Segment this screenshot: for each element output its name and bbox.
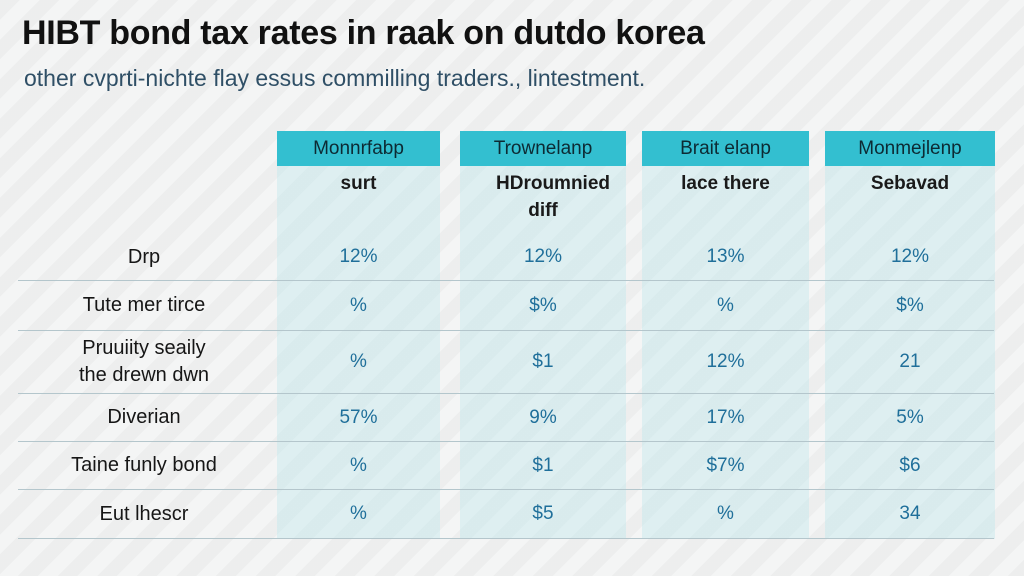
- table-cell: $5: [532, 503, 554, 524]
- table-cell: $6: [899, 454, 921, 476]
- column-band-4: [825, 131, 995, 539]
- row-divider: [18, 280, 994, 281]
- column-band-1: [277, 131, 440, 539]
- row-divider: [18, 538, 994, 539]
- table-cell: %: [350, 454, 367, 476]
- table-cell: %: [350, 503, 367, 524]
- table-cell: 12%: [890, 246, 930, 267]
- table-cell: 12%: [339, 246, 378, 267]
- table-cell: %: [350, 351, 367, 372]
- column-band-3: [642, 131, 809, 539]
- column-header-4: Monmejlenp: [825, 131, 995, 166]
- row-label: Diverian: [107, 406, 181, 428]
- column-header-3: Brait elanp: [642, 131, 809, 166]
- column-subheader-2: HDroumnied diff: [496, 173, 610, 221]
- page-title: HIBT bond tax rates in raak on dutdo kor…: [22, 14, 705, 52]
- column-subheader-3: lace there: [681, 173, 770, 194]
- table-cell: 9%: [529, 406, 557, 428]
- table-cell: $7%: [706, 454, 745, 476]
- table-cell: $%: [529, 294, 557, 316]
- row-label: Taine funly bond: [71, 454, 217, 476]
- table-cell: 34: [899, 503, 921, 524]
- table-cell: 12%: [706, 351, 745, 372]
- column-subheader-1: surt: [340, 173, 377, 194]
- row-divider: [18, 393, 994, 394]
- table-cell: $1: [532, 454, 554, 476]
- column-header-1: Monnrfabp: [277, 131, 440, 166]
- column-subheader-4: Sebavad: [870, 173, 950, 194]
- table-cell: $%: [896, 294, 924, 316]
- table-cell: 13%: [706, 246, 745, 267]
- page-subtitle: other cvprti-nichte flay essus commillin…: [24, 65, 646, 91]
- row-label: Tute mer tirce: [82, 294, 206, 316]
- table-cell: 12%: [523, 246, 563, 267]
- table-cell: 5%: [896, 406, 924, 428]
- row-label: Drp: [127, 245, 161, 268]
- table-cell: 21: [899, 351, 921, 372]
- table-cell: 17%: [706, 406, 745, 428]
- table-cell: 57%: [339, 406, 378, 428]
- table-cell: $1: [532, 351, 554, 372]
- column-band-2: [460, 131, 626, 539]
- table-cell: %: [350, 294, 367, 316]
- row-label: Pruuiity seaily the drewn dwn: [78, 337, 210, 386]
- row-divider: [18, 441, 994, 442]
- row-divider: [18, 330, 994, 331]
- row-divider: [18, 489, 994, 490]
- row-label: Eut lhescr: [99, 502, 189, 525]
- table-cell: %: [717, 503, 734, 524]
- column-header-2: Trownelanp: [460, 131, 626, 166]
- table-cell: %: [717, 294, 734, 316]
